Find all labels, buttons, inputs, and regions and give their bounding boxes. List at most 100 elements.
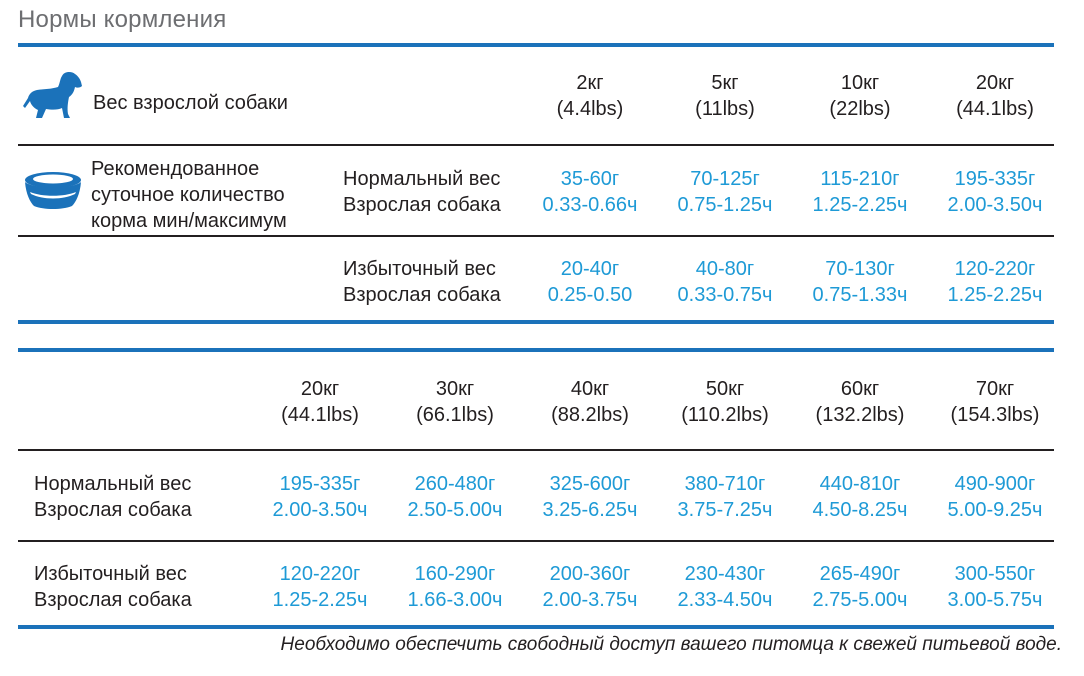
cell-grams: 440-810г bbox=[819, 473, 901, 495]
table-cell: 230-430г 2.33-4.50ч bbox=[678, 561, 773, 613]
table-cell: 300-550г 3.00-5.75ч bbox=[948, 561, 1043, 613]
cell-cups: 0.25-0.50 bbox=[547, 284, 633, 306]
table-cell: 115-210г 1.25-2.25ч bbox=[813, 166, 908, 218]
table2-col-header: 60кг (132.2lbs) bbox=[816, 376, 905, 428]
cell-grams: 300-550г bbox=[954, 563, 1036, 585]
col-lbs: (22lbs) bbox=[829, 98, 891, 120]
table-cell: 200-360г 2.00-3.75ч bbox=[543, 561, 638, 613]
table1-divider bbox=[18, 144, 1054, 146]
row-label-line: Избыточный вес bbox=[34, 563, 187, 585]
table-cell: 160-290г 1.66-3.00ч bbox=[408, 561, 503, 613]
table2-bottom-rule bbox=[18, 625, 1054, 629]
cell-grams: 70-130г bbox=[825, 258, 895, 280]
table1-col-header: 10кг (22lbs) bbox=[829, 70, 890, 122]
cell-cups: 1.25-2.25ч bbox=[947, 284, 1043, 306]
col-kg: 20кг bbox=[975, 72, 1015, 94]
cell-grams: 70-125г bbox=[690, 168, 760, 190]
row-label-line: Нормальный вес bbox=[343, 168, 501, 190]
cell-cups: 0.33-0.75ч bbox=[677, 284, 773, 306]
weight-label: Вес взрослой собаки bbox=[93, 92, 288, 114]
cell-grams: 120-220г bbox=[954, 258, 1036, 280]
cell-grams: 260-480г bbox=[414, 473, 496, 495]
cell-grams: 230-430г bbox=[684, 563, 766, 585]
table2-col-header: 70кг (154.3lbs) bbox=[951, 376, 1040, 428]
table-cell: 70-130г 0.75-1.33ч bbox=[813, 256, 908, 308]
table-cell: 260-480г 2.50-5.00ч bbox=[408, 471, 503, 523]
row-label-line: Взрослая собака bbox=[34, 589, 192, 611]
col-kg: 70кг bbox=[975, 378, 1015, 400]
col-lbs: (66.1lbs) bbox=[416, 404, 494, 426]
cell-cups: 4.50-8.25ч bbox=[812, 499, 908, 521]
cell-cups: 5.00-9.25ч bbox=[947, 499, 1043, 521]
table2-divider bbox=[18, 449, 1054, 451]
row-label: Избыточный вес Взрослая собака bbox=[34, 561, 192, 613]
row-label-line: Нормальный вес bbox=[34, 473, 192, 495]
cell-grams: 380-710г bbox=[684, 473, 766, 495]
col-lbs: (154.3lbs) bbox=[950, 404, 1040, 426]
col-kg: 50кг bbox=[705, 378, 745, 400]
cell-cups: 2.00-3.50ч bbox=[272, 499, 368, 521]
table-cell: 490-900г 5.00-9.25ч bbox=[948, 471, 1043, 523]
table1-bottom-rule bbox=[18, 320, 1054, 324]
table1-divider bbox=[18, 235, 1054, 237]
cell-cups: 3.75-7.25ч bbox=[677, 499, 773, 521]
table-cell: 20-40г 0.25-0.50 bbox=[548, 256, 633, 308]
row-label-line: Взрослая собака bbox=[343, 284, 501, 306]
cell-grams: 325-600г bbox=[549, 473, 631, 495]
row-label: Избыточный вес Взрослая собака bbox=[343, 256, 501, 308]
table-cell: 120-220г 1.25-2.25ч bbox=[948, 256, 1043, 308]
col-kg: 40кг bbox=[570, 378, 610, 400]
table1-top-rule bbox=[18, 43, 1054, 47]
ration-label-line: суточное количество bbox=[91, 184, 285, 206]
row-label: Нормальный вес Взрослая собака bbox=[343, 166, 501, 218]
cell-cups: 0.33-0.66ч bbox=[542, 194, 638, 216]
food-bowl-icon bbox=[25, 172, 81, 209]
cell-grams: 265-490г bbox=[819, 563, 901, 585]
page-title: Нормы кормления bbox=[18, 6, 227, 33]
col-lbs: (44.1lbs) bbox=[956, 98, 1034, 120]
dog-icon bbox=[23, 71, 82, 118]
cell-cups: 1.25-2.25ч bbox=[272, 589, 368, 611]
row-label-line: Взрослая собака bbox=[34, 499, 192, 521]
cell-grams: 160-290г bbox=[414, 563, 496, 585]
cell-cups: 2.00-3.50ч bbox=[947, 194, 1043, 216]
table-cell: 325-600г 3.25-6.25ч bbox=[543, 471, 638, 523]
table2-col-header: 40кг (88.2lbs) bbox=[551, 376, 629, 428]
cell-cups: 2.50-5.00ч bbox=[407, 499, 503, 521]
col-kg: 5кг bbox=[711, 72, 739, 94]
cell-grams: 35-60г bbox=[560, 168, 620, 190]
col-lbs: (44.1lbs) bbox=[281, 404, 359, 426]
col-lbs: (88.2lbs) bbox=[551, 404, 629, 426]
col-kg: 20кг bbox=[300, 378, 340, 400]
table-cell: 120-220г 1.25-2.25ч bbox=[273, 561, 368, 613]
row-label-line: Избыточный вес bbox=[343, 258, 496, 280]
cell-cups: 0.75-1.33ч bbox=[812, 284, 908, 306]
table2-col-header: 30кг (66.1lbs) bbox=[416, 376, 494, 428]
col-lbs: (132.2lbs) bbox=[815, 404, 905, 426]
table-cell: 195-335г 2.00-3.50ч bbox=[273, 471, 368, 523]
table-cell: 195-335г 2.00-3.50ч bbox=[948, 166, 1043, 218]
cell-cups: 2.00-3.75ч bbox=[542, 589, 638, 611]
table1-col-header: 5кг (11lbs) bbox=[695, 70, 755, 122]
col-kg: 30кг bbox=[435, 378, 475, 400]
ration-label: Рекомендованное суточное количество корм… bbox=[91, 156, 287, 234]
cell-grams: 40-80г bbox=[695, 258, 755, 280]
table2-col-header: 20кг (44.1lbs) bbox=[281, 376, 359, 428]
table1-col-header: 20кг (44.1lbs) bbox=[956, 70, 1034, 122]
cell-cups: 0.75-1.25ч bbox=[677, 194, 773, 216]
table2-col-header: 50кг (110.2lbs) bbox=[681, 376, 768, 428]
cell-grams: 115-210г bbox=[820, 168, 900, 190]
table-cell: 40-80г 0.33-0.75ч bbox=[678, 256, 773, 308]
col-kg: 10кг bbox=[840, 72, 880, 94]
col-lbs: (110.2lbs) bbox=[681, 404, 769, 426]
table2-top-rule bbox=[18, 348, 1054, 352]
cell-cups: 2.75-5.00ч bbox=[812, 589, 908, 611]
table2-divider bbox=[18, 540, 1054, 542]
cell-cups: 1.66-3.00ч bbox=[407, 589, 503, 611]
ration-label-line: Рекомендованное bbox=[91, 158, 260, 180]
cell-grams: 120-220г bbox=[279, 563, 361, 585]
water-note: Необходимо обеспечить свободный доступ в… bbox=[280, 634, 1062, 655]
col-lbs: (11lbs) bbox=[695, 98, 755, 120]
col-kg: 2кг bbox=[576, 72, 604, 94]
cell-grams: 200-360г bbox=[549, 563, 631, 585]
